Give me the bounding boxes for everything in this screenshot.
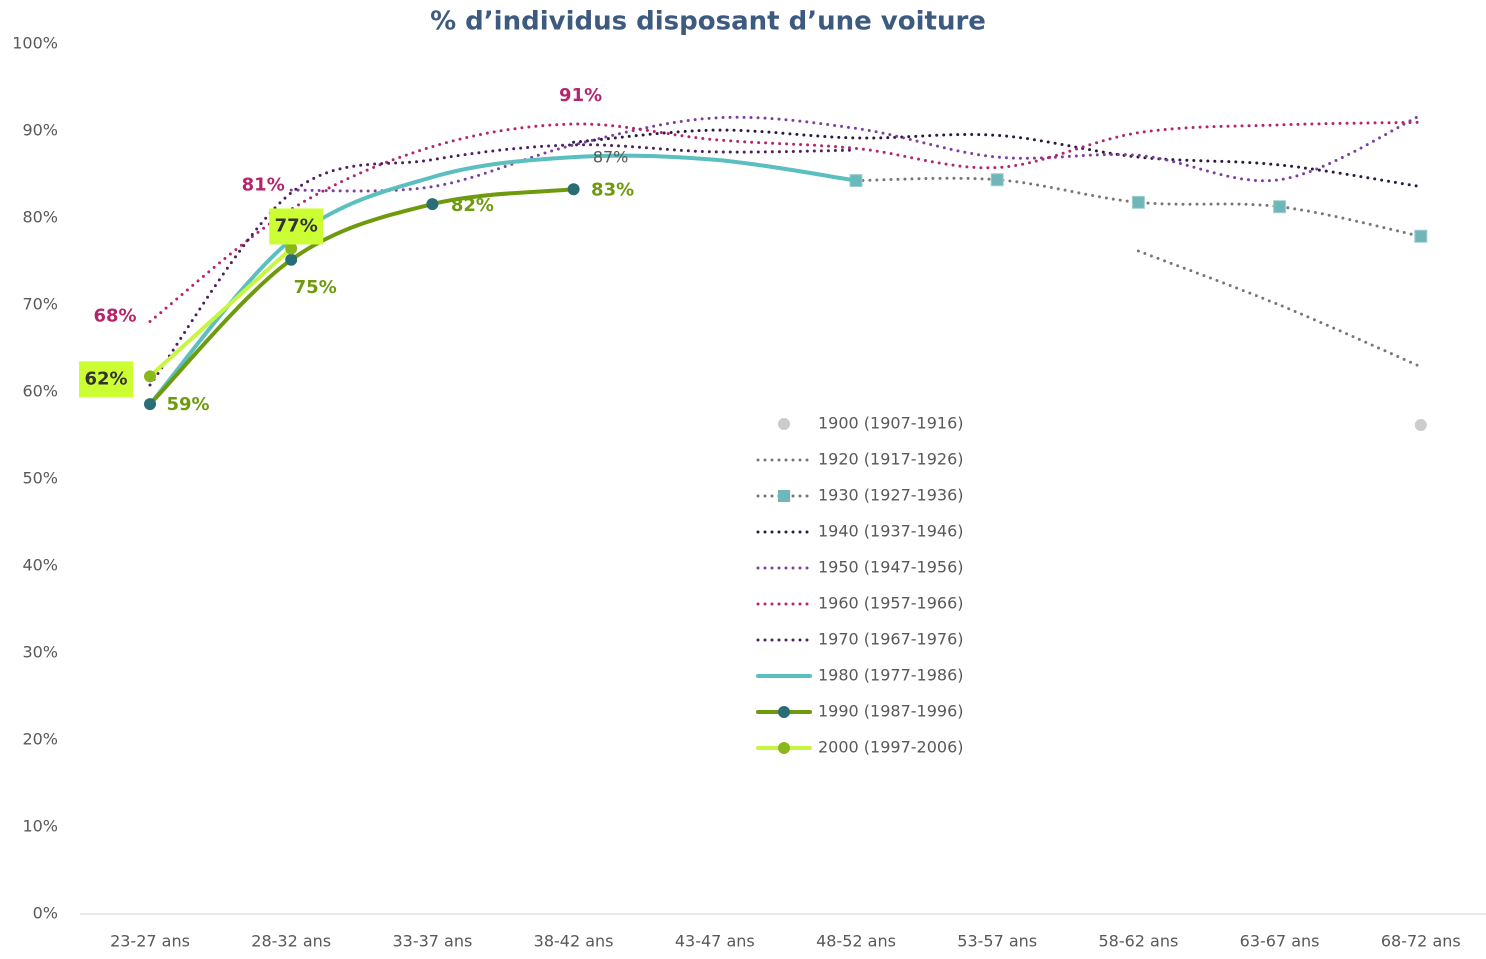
series-line [289, 113, 1423, 193]
y-tick-label: 80% [22, 208, 58, 227]
legend-marker [778, 418, 790, 430]
marker [1414, 229, 1428, 243]
series-line [148, 143, 858, 387]
x-tick-label: 48-52 ans [816, 932, 896, 951]
y-tick-label: 100% [12, 34, 58, 53]
x-tick-label: 58-62 ans [1098, 932, 1178, 951]
marker [144, 370, 156, 383]
chart-title: % d’individus disposant d’une voiture [430, 7, 986, 37]
x-tick-label: 23-27 ans [110, 932, 190, 951]
y-tick-label: 70% [22, 295, 58, 314]
data-label: 83% [591, 179, 634, 200]
y-tick-label: 20% [22, 730, 58, 749]
marker [990, 173, 1004, 187]
marker [1414, 419, 1427, 432]
legend-marker [778, 490, 790, 502]
legend-label: 1980 (1977-1986) [818, 666, 964, 685]
marker [567, 183, 580, 196]
data-label: 59% [166, 394, 209, 415]
data-label: 91% [559, 85, 602, 106]
y-tick-label: 30% [22, 643, 58, 662]
series-line [148, 187, 576, 407]
x-tick-label: 53-57 ans [957, 932, 1037, 951]
data-label: 82% [451, 195, 494, 216]
legend-label: 1970 (1967-1976) [818, 630, 964, 649]
series-line [148, 120, 1423, 324]
legend-marker [778, 706, 790, 718]
y-tick-label: 60% [22, 382, 58, 401]
data-label: 87% [593, 148, 629, 167]
marker [1273, 200, 1287, 214]
y-tick-label: 90% [22, 121, 58, 140]
y-tick-label: 0% [33, 904, 58, 923]
x-tick-label: 43-47 ans [675, 932, 755, 951]
data-label: 62% [84, 368, 127, 389]
x-tick-label: 63-67 ans [1240, 932, 1320, 951]
marker [1131, 195, 1145, 209]
marker [426, 198, 439, 211]
data-label: 81% [242, 174, 285, 195]
legend-label: 1990 (1987-1996) [818, 702, 964, 721]
legend-label: 1900 (1907-1916) [818, 414, 964, 433]
label-box [79, 361, 133, 398]
legend-label: 2000 (1997-2006) [818, 738, 964, 757]
series-line [148, 153, 858, 407]
data-label: 75% [294, 277, 337, 298]
series-line [1136, 249, 1423, 369]
x-tick-label: 68-72 ans [1381, 932, 1461, 951]
legend-label: 1940 (1937-1946) [818, 522, 964, 541]
label-box [269, 208, 324, 245]
x-tick-label: 33-37 ans [392, 932, 472, 951]
legend-label: 1930 (1927-1936) [818, 486, 964, 505]
x-tick-label: 28-32 ans [251, 932, 331, 951]
legend-marker [778, 742, 790, 754]
y-tick-label: 40% [22, 556, 58, 575]
series-line [148, 246, 294, 379]
marker [144, 398, 156, 411]
y-tick-label: 10% [22, 817, 58, 836]
x-tick-label: 38-42 ans [534, 932, 614, 951]
legend-label: 1950 (1947-1956) [818, 558, 964, 577]
data-label: 77% [275, 215, 318, 236]
data-label: 68% [93, 306, 136, 327]
marker [285, 253, 298, 266]
legend-label: 1960 (1957-1966) [818, 594, 964, 613]
marker [285, 242, 298, 255]
legend-label: 1920 (1917-1926) [818, 450, 964, 469]
y-tick-label: 50% [22, 469, 58, 488]
